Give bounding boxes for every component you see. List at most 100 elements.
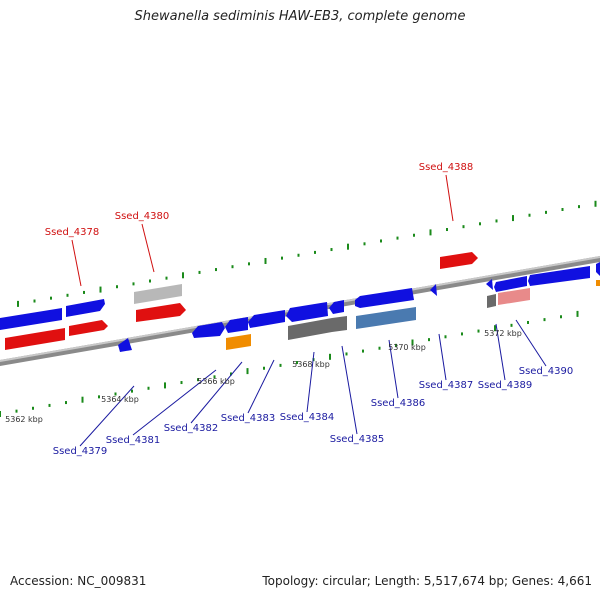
minor-tick: [428, 338, 430, 342]
minor-tick: [98, 395, 100, 399]
minor-tick: [213, 375, 216, 379]
minor-tick: [65, 401, 67, 405]
gene-label: Ssed_4384: [280, 412, 335, 423]
labels: 5362 kbp 5364 kbp 5366 kbp 5368 kbp 5370 kbp…: [5, 162, 573, 457]
minor-tick: [495, 219, 498, 223]
minor-tick: [345, 352, 348, 356]
gene-arrow[interactable]: [136, 303, 186, 322]
gene-arrow[interactable]: [225, 317, 248, 333]
kbp-label: 5372 kbp: [484, 329, 522, 338]
accession-label: Accession: NC_009831: [10, 574, 147, 588]
leader-line: [132, 369, 217, 436]
gene-label: Ssed_4386: [371, 398, 426, 409]
leader-line: [438, 333, 447, 381]
minor-tick: [116, 285, 118, 289]
kbp-label: 5370 kbp: [388, 343, 426, 352]
gene-label: Ssed_4388: [419, 162, 474, 173]
gene-arrow[interactable]: [192, 322, 225, 338]
minor-tick: [180, 381, 183, 385]
gene-arrow[interactable]: [332, 316, 347, 332]
gene-arrow[interactable]: [356, 307, 416, 329]
major-tick: [99, 286, 102, 293]
minor-tick: [545, 210, 547, 214]
minor-tick: [543, 318, 546, 322]
minor-tick: [363, 242, 366, 246]
minor-tick: [50, 296, 52, 300]
gene-arrow[interactable]: [486, 279, 493, 290]
gene-label: Ssed_4390: [519, 366, 574, 377]
gene-arrow[interactable]: [248, 310, 285, 328]
minor-tick: [444, 335, 447, 339]
gene-arrow[interactable]: [596, 262, 600, 276]
major-tick: [429, 229, 432, 236]
minor-tick: [48, 403, 51, 407]
leader-line: [495, 323, 506, 381]
gene-label: Ssed_4389: [478, 380, 533, 391]
major-tick: [0, 411, 1, 417]
major-tick: [411, 339, 414, 346]
minor-tick: [231, 265, 234, 269]
major-tick: [264, 257, 267, 264]
minor-tick: [149, 279, 151, 283]
gene-arrow[interactable]: [226, 334, 251, 350]
gene-arrow[interactable]: [498, 288, 530, 305]
minor-tick: [296, 361, 298, 365]
gene-label: Ssed_4382: [164, 423, 219, 434]
topology-label: Topology: circular; Length: 5,517,674 bp…: [262, 574, 592, 588]
gene-label: Ssed_4380: [115, 211, 170, 222]
minor-tick: [33, 299, 36, 303]
gene-arrow[interactable]: [329, 300, 344, 314]
minor-tick: [215, 268, 217, 272]
minor-tick: [362, 349, 364, 353]
gene-arrow[interactable]: [5, 328, 65, 350]
minor-tick: [396, 236, 399, 240]
kbp-label: 5364 kbp: [101, 395, 139, 404]
gene-arrow[interactable]: [440, 252, 478, 269]
minor-tick: [477, 329, 480, 333]
gene-arrow[interactable]: [288, 318, 332, 340]
major-tick: [512, 215, 514, 222]
gene-arrow[interactable]: [596, 280, 600, 286]
gene-arrow[interactable]: [0, 308, 62, 330]
leader-line: [71, 239, 82, 287]
minor-tick: [297, 253, 300, 257]
gene-arrow[interactable]: [487, 294, 496, 308]
minor-tick: [527, 320, 529, 324]
gene-arrow[interactable]: [528, 266, 590, 286]
minor-tick: [561, 208, 564, 211]
tick-marks: [0, 200, 597, 417]
major-tick: [594, 200, 597, 207]
minor-tick: [147, 386, 150, 390]
leader-line: [445, 174, 454, 222]
gene-arrow[interactable]: [69, 320, 108, 336]
leader-line: [79, 385, 135, 447]
minor-tick: [248, 262, 250, 266]
gene-arrow[interactable]: [360, 288, 414, 308]
minor-tick: [132, 282, 135, 286]
major-tick: [164, 382, 166, 389]
gene-arrow[interactable]: [430, 284, 437, 296]
major-tick: [81, 396, 84, 403]
leader-line: [341, 345, 358, 435]
gene-features: [0, 252, 600, 352]
gene-arrow[interactable]: [355, 296, 360, 308]
minor-tick: [131, 389, 133, 393]
minor-tick: [479, 222, 481, 226]
major-tick: [17, 300, 19, 307]
gene-arrow[interactable]: [118, 338, 132, 352]
gene-arrow[interactable]: [66, 299, 105, 317]
kbp-label: 5362 kbp: [5, 415, 43, 424]
minor-tick: [380, 239, 382, 243]
gene-label: Ssed_4381: [106, 435, 161, 446]
gene-arrow[interactable]: [494, 276, 527, 292]
gene-arrow[interactable]: [286, 302, 328, 322]
minor-tick: [528, 213, 531, 217]
gene-arrow[interactable]: [134, 284, 182, 304]
major-tick: [576, 310, 579, 317]
minor-tick: [165, 276, 168, 280]
major-tick: [182, 272, 184, 279]
kbp-label: 5368 kbp: [292, 360, 330, 369]
minor-tick: [413, 233, 415, 237]
major-tick: [494, 325, 496, 332]
